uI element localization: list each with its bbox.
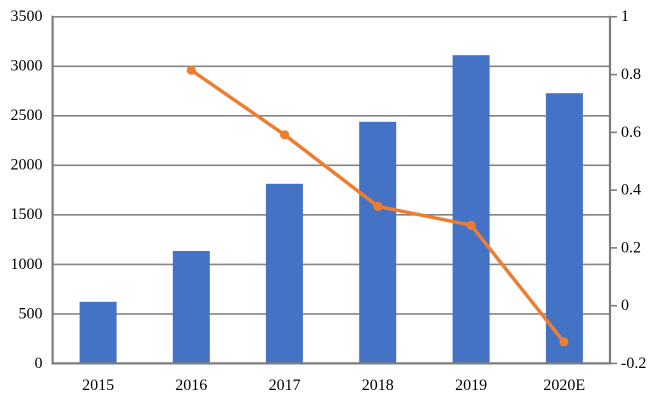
svg-text:0.8: 0.8 [621,66,641,83]
svg-text:1500: 1500 [11,206,43,223]
svg-text:2500: 2500 [11,107,43,124]
svg-text:2019: 2019 [455,377,487,394]
svg-text:0.4: 0.4 [621,182,641,199]
svg-text:0.2: 0.2 [621,239,641,256]
svg-text:0: 0 [621,297,629,314]
svg-text:2018: 2018 [362,377,394,394]
svg-text:0.6: 0.6 [621,124,641,141]
svg-text:1: 1 [621,8,629,25]
svg-text:2017: 2017 [269,377,301,394]
svg-text:2015: 2015 [82,377,114,394]
svg-text:3500: 3500 [11,8,43,25]
svg-text:2020E: 2020E [543,377,585,394]
svg-text:2000: 2000 [11,157,43,174]
svg-text:0: 0 [35,355,43,372]
svg-text:2016: 2016 [175,377,207,394]
svg-text:3000: 3000 [11,58,43,75]
svg-text:500: 500 [19,305,43,322]
svg-text:1000: 1000 [11,256,43,273]
svg-text:-0.2: -0.2 [621,355,646,372]
